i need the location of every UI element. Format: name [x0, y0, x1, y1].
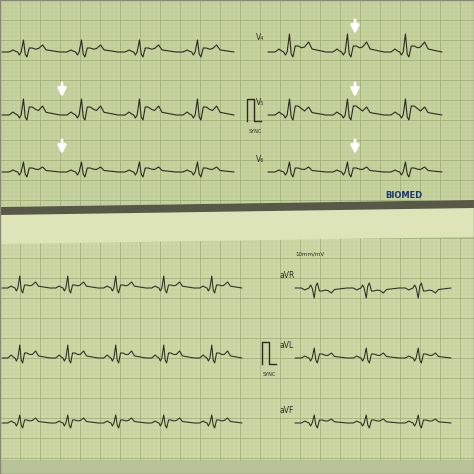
Polygon shape — [0, 200, 474, 215]
Text: V₅: V₅ — [256, 98, 264, 107]
Text: aVL: aVL — [280, 341, 294, 350]
Text: V₄: V₄ — [256, 33, 264, 42]
Text: aVF: aVF — [280, 406, 294, 415]
Text: SYNC: SYNC — [263, 372, 276, 377]
Text: SYNC: SYNC — [249, 129, 262, 134]
Text: aVR: aVR — [280, 271, 295, 280]
Bar — [0, 0, 474, 208]
Bar — [0, 238, 474, 460]
Text: V₆: V₆ — [256, 155, 264, 164]
Polygon shape — [0, 200, 474, 244]
Text: BIOMED: BIOMED — [385, 191, 422, 200]
Text: 10mm/mV: 10mm/mV — [295, 252, 324, 257]
